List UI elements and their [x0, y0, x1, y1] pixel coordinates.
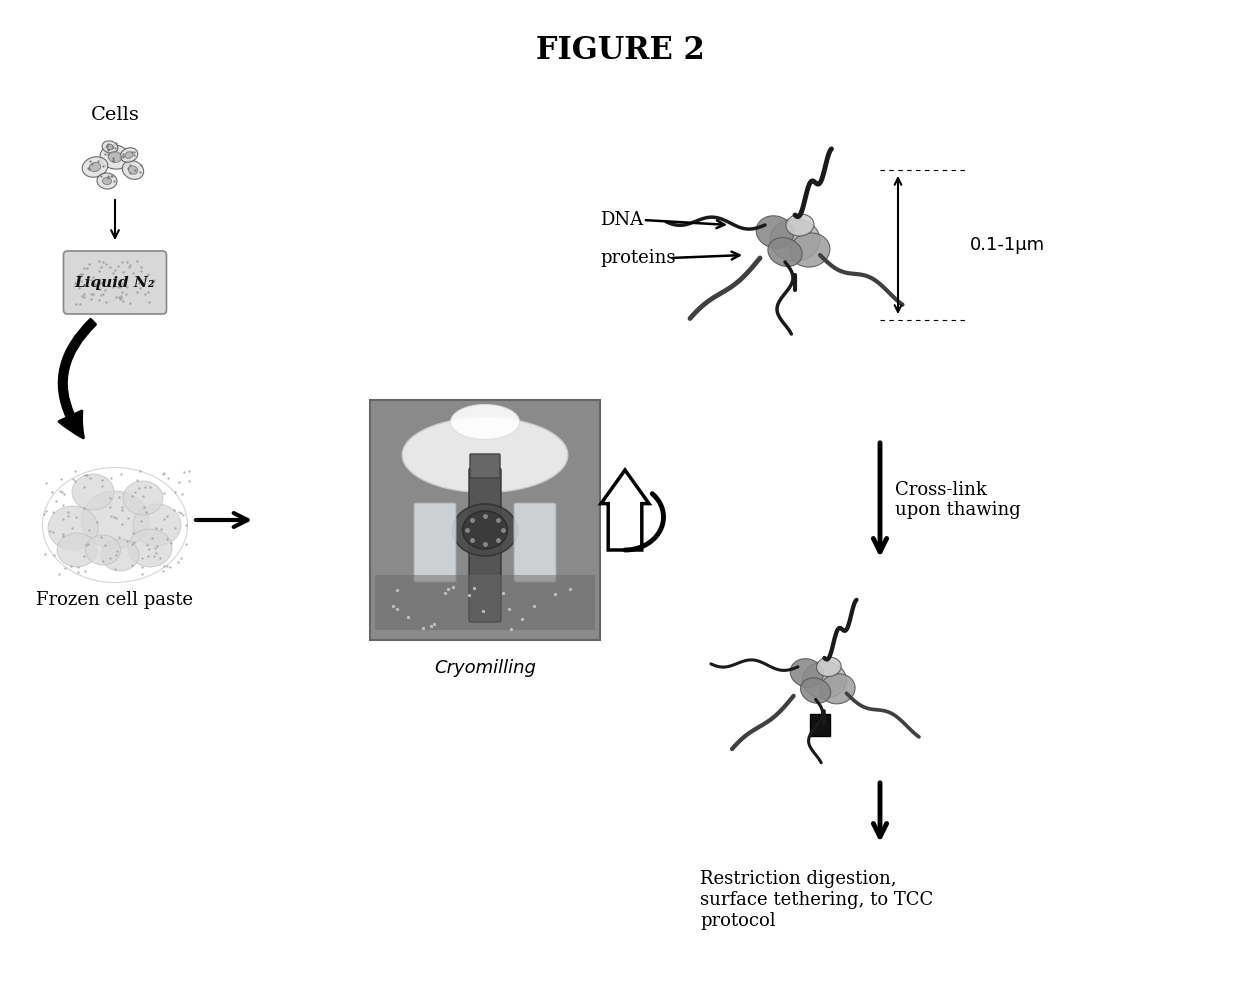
Ellipse shape — [786, 214, 813, 236]
Ellipse shape — [801, 678, 831, 704]
FancyBboxPatch shape — [515, 503, 556, 582]
FancyBboxPatch shape — [810, 715, 830, 736]
Ellipse shape — [89, 163, 100, 172]
Ellipse shape — [133, 504, 181, 546]
Ellipse shape — [86, 535, 120, 565]
Ellipse shape — [123, 481, 162, 515]
Ellipse shape — [100, 145, 130, 169]
Ellipse shape — [816, 657, 841, 677]
Ellipse shape — [128, 166, 138, 175]
Text: Frozen cell paste: Frozen cell paste — [36, 591, 193, 609]
Ellipse shape — [770, 219, 820, 261]
Ellipse shape — [128, 529, 172, 567]
Ellipse shape — [820, 674, 856, 704]
FancyArrowPatch shape — [60, 319, 95, 438]
Ellipse shape — [108, 152, 122, 163]
FancyBboxPatch shape — [374, 405, 595, 501]
FancyBboxPatch shape — [374, 405, 595, 578]
Ellipse shape — [790, 659, 823, 688]
FancyBboxPatch shape — [374, 405, 595, 443]
Ellipse shape — [453, 504, 517, 556]
Text: Restriction digestion,
surface tethering, to TCC
protocol: Restriction digestion, surface tethering… — [701, 870, 934, 929]
Ellipse shape — [790, 233, 830, 267]
Ellipse shape — [450, 404, 520, 439]
FancyBboxPatch shape — [374, 405, 595, 597]
Ellipse shape — [97, 173, 117, 189]
Ellipse shape — [72, 474, 114, 510]
FancyBboxPatch shape — [374, 405, 595, 520]
Ellipse shape — [402, 417, 568, 492]
Ellipse shape — [81, 491, 149, 549]
FancyBboxPatch shape — [374, 405, 595, 462]
Ellipse shape — [756, 216, 794, 249]
FancyBboxPatch shape — [374, 405, 595, 635]
Ellipse shape — [107, 145, 114, 150]
Text: Cryomilling: Cryomilling — [434, 659, 536, 677]
Ellipse shape — [57, 533, 97, 567]
Ellipse shape — [463, 511, 507, 549]
FancyBboxPatch shape — [370, 400, 600, 640]
Ellipse shape — [123, 161, 144, 180]
FancyBboxPatch shape — [374, 405, 595, 539]
FancyBboxPatch shape — [469, 468, 501, 622]
Ellipse shape — [802, 662, 847, 699]
FancyBboxPatch shape — [374, 405, 595, 424]
FancyBboxPatch shape — [374, 405, 595, 558]
FancyBboxPatch shape — [63, 251, 166, 314]
FancyBboxPatch shape — [374, 405, 595, 482]
FancyBboxPatch shape — [374, 405, 595, 616]
Polygon shape — [601, 470, 649, 550]
Text: Cells: Cells — [91, 106, 139, 124]
Ellipse shape — [100, 539, 139, 571]
Ellipse shape — [120, 148, 138, 163]
Ellipse shape — [125, 152, 133, 159]
Text: Liquid N₂: Liquid N₂ — [74, 275, 155, 289]
Ellipse shape — [48, 506, 98, 550]
Ellipse shape — [103, 178, 112, 185]
Ellipse shape — [82, 157, 108, 178]
Text: Cross-link
upon thawing: Cross-link upon thawing — [895, 481, 1021, 519]
Text: proteins: proteins — [600, 249, 676, 267]
Ellipse shape — [102, 141, 118, 153]
FancyBboxPatch shape — [374, 575, 595, 630]
Text: DNA: DNA — [600, 211, 644, 229]
FancyBboxPatch shape — [470, 454, 500, 478]
Text: FIGURE 2: FIGURE 2 — [536, 35, 704, 66]
Text: 0.1-1μm: 0.1-1μm — [970, 236, 1045, 254]
FancyBboxPatch shape — [414, 503, 456, 582]
Ellipse shape — [768, 238, 802, 266]
